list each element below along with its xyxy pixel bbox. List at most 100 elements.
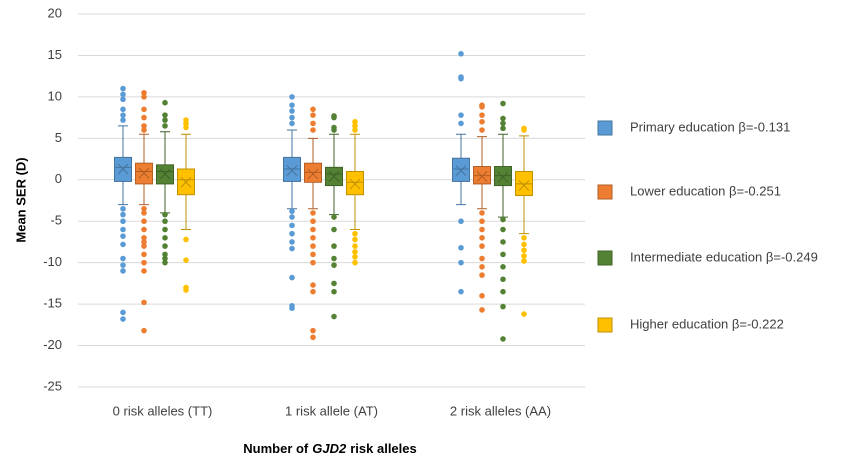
outlier xyxy=(141,205,147,212)
outlier xyxy=(500,303,506,310)
outlier xyxy=(120,255,126,262)
outlier xyxy=(331,288,337,295)
outlier xyxy=(141,251,147,258)
outlier xyxy=(162,112,168,118)
outlier xyxy=(289,102,295,108)
outlier xyxy=(310,282,316,288)
outlier xyxy=(521,247,527,254)
outlier xyxy=(141,127,147,133)
outlier xyxy=(458,259,464,266)
outlier xyxy=(120,233,126,239)
outlier xyxy=(352,127,358,133)
legend-label: Lower education β=-0.251 xyxy=(630,183,781,198)
whisker xyxy=(160,131,170,214)
outlier xyxy=(352,118,358,125)
outlier xyxy=(310,106,316,113)
outlier xyxy=(289,108,295,114)
outlier xyxy=(183,236,189,243)
outlier xyxy=(479,127,485,133)
outlier xyxy=(141,210,147,216)
mean-marker xyxy=(286,165,298,177)
outlier xyxy=(479,293,485,299)
outlier xyxy=(500,239,506,245)
outlier xyxy=(458,218,464,225)
outlier xyxy=(331,313,337,320)
x-title-gene: GJD2 xyxy=(312,441,347,456)
outlier xyxy=(479,218,485,225)
outlier xyxy=(120,268,126,274)
outlier xyxy=(289,94,295,100)
outlier xyxy=(500,264,506,270)
x-title-prefix: Number of xyxy=(243,441,309,456)
outlier xyxy=(289,208,295,215)
outlier xyxy=(521,311,527,317)
outlier xyxy=(310,327,316,334)
outlier xyxy=(500,226,506,233)
outlier xyxy=(352,243,358,249)
legend-swatch xyxy=(597,184,613,200)
outlier xyxy=(162,251,168,258)
legend-swatch xyxy=(597,120,613,136)
outlier xyxy=(310,127,316,133)
outlier xyxy=(352,230,358,237)
outlier xyxy=(141,327,147,334)
legend-swatch xyxy=(597,250,613,266)
outlier xyxy=(141,226,147,233)
outlier xyxy=(458,244,464,251)
y-tick-label: -15 xyxy=(43,296,62,311)
outlier xyxy=(120,106,126,113)
outlier xyxy=(162,226,168,233)
x-title-suffix: risk alleles xyxy=(350,441,417,456)
outlier xyxy=(352,259,358,266)
outlier xyxy=(162,123,168,129)
outlier xyxy=(500,100,506,107)
outlier xyxy=(500,276,506,283)
outlier xyxy=(479,243,485,249)
outlier xyxy=(479,235,485,241)
x-tick-label: 0 risk alleles (TT) xyxy=(113,403,213,418)
outlier xyxy=(120,211,126,218)
y-tick-label: 5 xyxy=(55,130,62,145)
legend-label: Primary education β=-0.131 xyxy=(630,119,790,134)
outlier xyxy=(352,249,358,255)
outlier xyxy=(162,255,168,262)
outlier xyxy=(141,114,147,121)
box xyxy=(346,170,364,196)
outlier xyxy=(183,124,189,131)
outlier xyxy=(331,214,337,220)
outlier xyxy=(331,280,337,287)
y-axis-title: Mean SER (D) xyxy=(13,157,28,242)
outlier xyxy=(500,336,506,342)
x-tick-label: 1 risk allele (AT) xyxy=(285,403,378,418)
outlier xyxy=(141,106,147,113)
whisker xyxy=(308,137,318,210)
outlier xyxy=(120,96,126,103)
outlier xyxy=(310,226,316,233)
outlier xyxy=(458,75,464,82)
outlier xyxy=(458,120,464,127)
outlier xyxy=(458,288,464,295)
outlier xyxy=(120,117,126,123)
outlier xyxy=(331,114,337,121)
outlier xyxy=(162,259,168,266)
outlier xyxy=(289,305,295,312)
y-tick-label: 15 xyxy=(48,47,62,62)
outlier xyxy=(120,205,126,212)
mean-marker xyxy=(138,167,150,179)
whisker xyxy=(519,135,529,235)
outlier xyxy=(352,254,358,260)
outlier xyxy=(479,226,485,233)
legend-label: Higher education β=-0.222 xyxy=(630,316,784,331)
outlier xyxy=(310,235,316,241)
outlier xyxy=(183,120,189,127)
x-axis-title: Number of GJD2 risk alleles xyxy=(243,441,416,456)
outlier xyxy=(162,243,168,249)
box xyxy=(452,157,470,182)
outlier xyxy=(141,94,147,100)
mean-marker xyxy=(117,163,129,175)
y-tick-label: -10 xyxy=(43,254,62,269)
outlier xyxy=(479,255,485,262)
outlier xyxy=(310,288,316,295)
